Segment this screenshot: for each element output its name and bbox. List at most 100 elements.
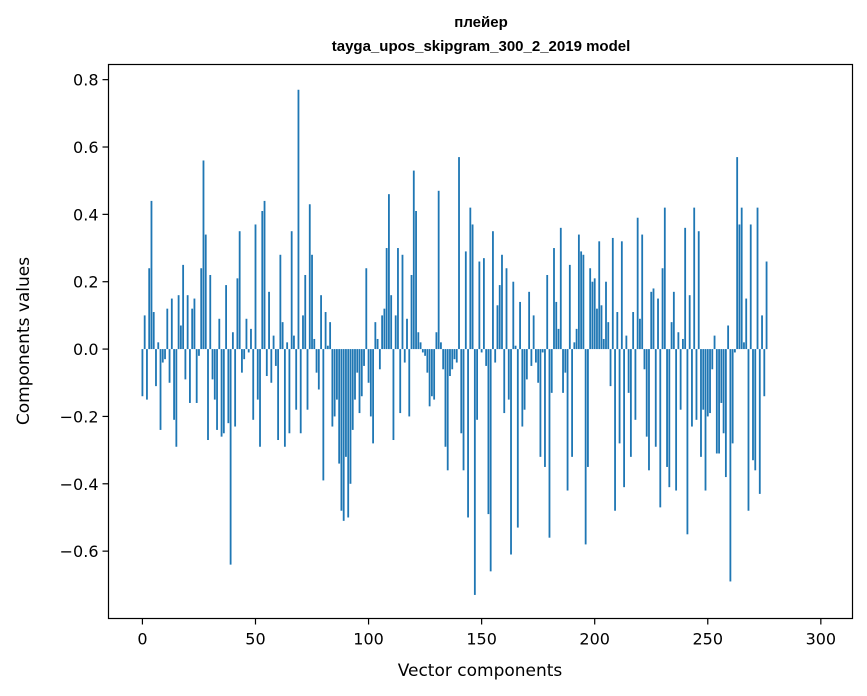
bar-125 xyxy=(424,349,426,356)
bar-88 xyxy=(340,349,343,511)
bar-135 xyxy=(446,349,449,471)
bar-110 xyxy=(390,295,393,350)
bar-181 xyxy=(550,349,553,393)
bar-114 xyxy=(399,349,402,414)
bar-175 xyxy=(537,349,540,383)
bar-210 xyxy=(616,312,619,350)
bar-17 xyxy=(179,325,182,350)
bar-167 xyxy=(519,301,521,350)
bar-7 xyxy=(157,342,160,350)
y-axis-label: Components values xyxy=(14,257,34,425)
bar-257 xyxy=(722,349,725,434)
bar-101 xyxy=(369,349,372,417)
bar-199 xyxy=(591,281,594,350)
bar-142 xyxy=(462,349,465,471)
bar-174 xyxy=(535,349,537,363)
bar-224 xyxy=(648,349,650,471)
bar-232 xyxy=(666,349,668,467)
bar-3 xyxy=(148,268,151,350)
bar-178 xyxy=(544,349,546,467)
bar-31 xyxy=(211,349,214,380)
bar-220 xyxy=(639,318,641,350)
bar-207 xyxy=(609,349,612,387)
y-tick-label: −0.6 xyxy=(60,542,99,561)
bar-109 xyxy=(388,194,390,350)
bar-205 xyxy=(605,281,607,350)
bar-107 xyxy=(383,308,386,350)
bar-70 xyxy=(299,349,302,434)
bar-34 xyxy=(218,318,221,350)
bar-164 xyxy=(512,281,515,350)
bar-172 xyxy=(530,349,533,366)
bar-19 xyxy=(184,349,187,380)
bar-1 xyxy=(143,315,146,350)
bar-33 xyxy=(216,349,218,430)
bar-176 xyxy=(539,349,542,457)
bar-6 xyxy=(155,349,157,387)
bar-37 xyxy=(225,285,227,350)
bar-155 xyxy=(492,231,494,350)
bar-49 xyxy=(252,349,255,420)
bar-177 xyxy=(541,349,544,353)
bar-12 xyxy=(168,349,171,383)
bar-76 xyxy=(313,338,316,350)
bar-245 xyxy=(695,349,698,420)
bar-140 xyxy=(458,157,460,350)
bar-233 xyxy=(668,349,671,488)
bar-138 xyxy=(453,349,456,360)
bar-29 xyxy=(207,349,209,441)
bar-120 xyxy=(412,170,415,350)
bar-126 xyxy=(426,349,429,373)
y-axis-ticks: −0.6 −0.4 −0.2 0.0 0.2 0.4 0.6 0.8 xyxy=(60,71,109,561)
bar-98 xyxy=(363,349,365,366)
bar-203 xyxy=(600,305,603,350)
bar-69 xyxy=(297,89,300,350)
bar-275 xyxy=(763,349,766,397)
bar-86 xyxy=(336,349,338,400)
bar-274 xyxy=(761,315,763,350)
bar-121 xyxy=(415,211,417,350)
bar-18 xyxy=(182,264,185,350)
bar-187 xyxy=(564,349,567,373)
bar-209 xyxy=(614,349,616,511)
bar-85 xyxy=(333,349,336,417)
bar-235 xyxy=(672,291,675,350)
bar-270 xyxy=(752,349,754,461)
bar-92 xyxy=(349,349,352,484)
bar-131 xyxy=(437,190,440,350)
bar-94 xyxy=(354,349,356,400)
bar-214 xyxy=(625,335,628,350)
bar-30 xyxy=(209,274,212,350)
bar-57 xyxy=(270,349,273,383)
bar-263 xyxy=(736,157,739,350)
bar-196 xyxy=(584,349,587,545)
bar-82 xyxy=(326,345,329,350)
bar-200 xyxy=(593,278,596,350)
bar-143 xyxy=(464,251,467,350)
bar-93 xyxy=(351,349,354,430)
bar-195 xyxy=(582,254,585,350)
bar-262 xyxy=(734,349,736,353)
bar-8 xyxy=(159,349,162,430)
bar-56 xyxy=(268,291,270,350)
bar-266 xyxy=(743,342,745,350)
bar-269 xyxy=(749,224,752,350)
bar-273 xyxy=(758,349,761,494)
bar-108 xyxy=(385,248,388,350)
bar-23 xyxy=(193,298,196,350)
bar-62 xyxy=(281,322,284,350)
x-tick-label: 50 xyxy=(245,630,265,649)
bar-186 xyxy=(562,349,564,393)
bar-58 xyxy=(272,335,275,350)
bar-4 xyxy=(150,200,153,350)
bar-179 xyxy=(546,274,549,350)
bar-226 xyxy=(652,288,655,350)
bar-217 xyxy=(632,312,635,350)
bar-20 xyxy=(186,295,189,350)
y-tick-label: −0.4 xyxy=(60,475,99,494)
chart-title-line1: плейер xyxy=(454,14,507,31)
bar-171 xyxy=(528,291,531,350)
x-tick-label: 150 xyxy=(466,630,497,649)
bar-52 xyxy=(259,349,261,447)
bar-157 xyxy=(496,305,499,350)
